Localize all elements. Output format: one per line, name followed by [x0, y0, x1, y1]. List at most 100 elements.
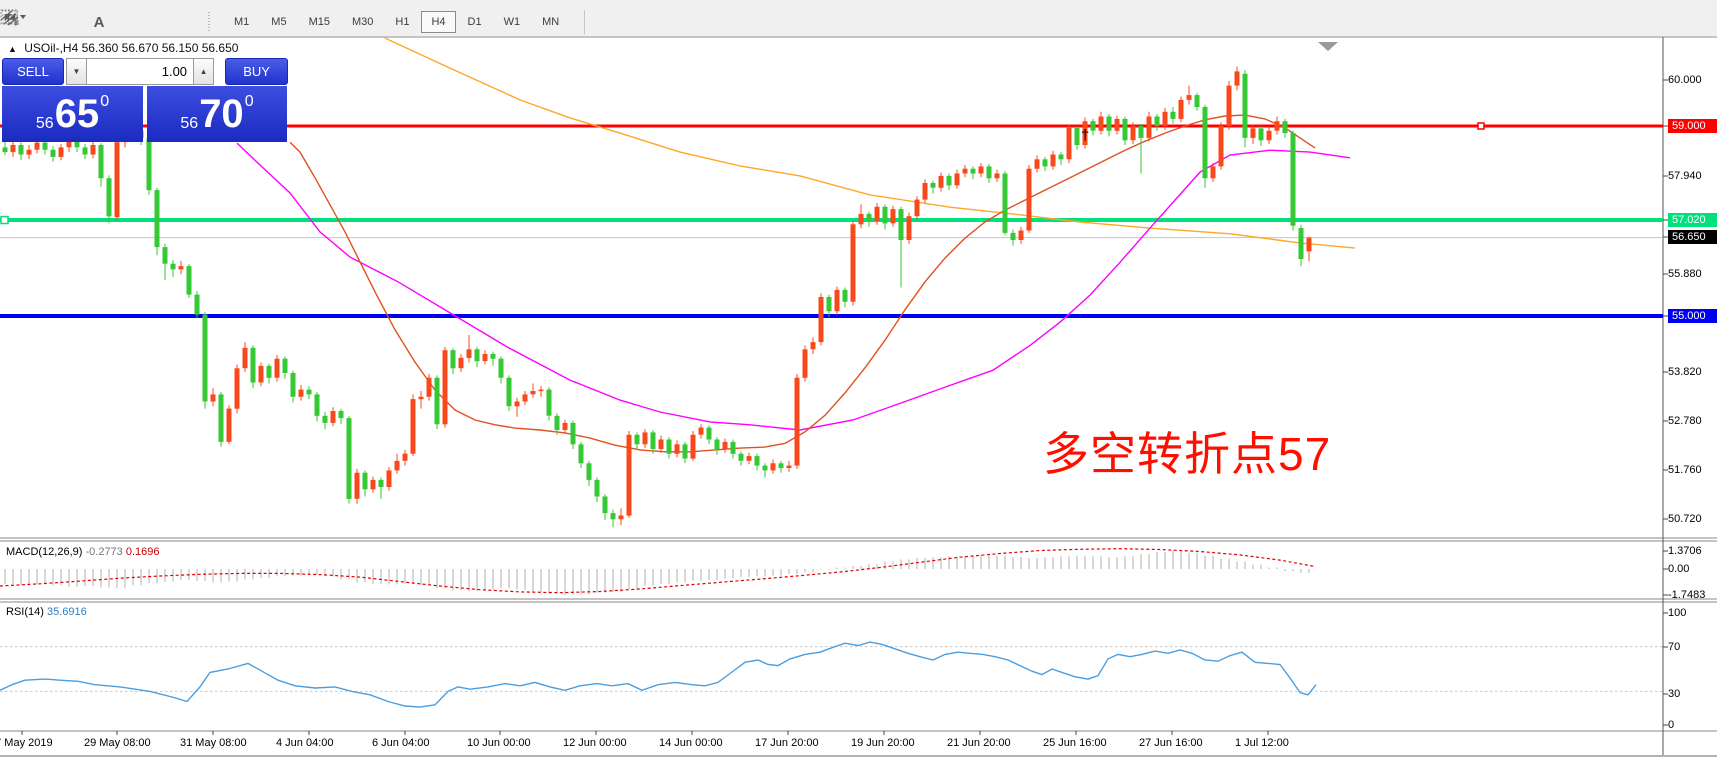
candle: [722, 441, 728, 449]
candle: [618, 515, 624, 520]
one-click-trading-panel: SELL ▼ ▲ BUY 56 65 0 56 70 0: [2, 58, 288, 142]
text-label-icon[interactable]: T: [0, 9, 152, 33]
volume-input[interactable]: [87, 58, 194, 85]
quote-bar: ▲ USOil-,H4 56.360 56.670 56.150 56.650: [8, 41, 238, 55]
candle: [378, 479, 384, 487]
candle: [674, 444, 680, 454]
collapse-arrow-icon[interactable]: ▲: [8, 44, 17, 54]
candle: [250, 347, 256, 383]
candle: [218, 394, 224, 442]
candle: [834, 289, 840, 312]
candle: [442, 350, 448, 425]
candle: [1250, 128, 1256, 138]
macd-signal-line: [0, 548, 1316, 594]
timeframe-button-m5[interactable]: M5: [271, 16, 287, 28]
timeframe-button-m1[interactable]: M1: [234, 16, 250, 28]
candle: [346, 418, 352, 499]
volume-increase-button[interactable]: ▲: [193, 58, 215, 85]
candle: [482, 354, 488, 362]
ma-fast-red: [289, 114, 1316, 453]
macd-signal-value: 0.1696: [125, 546, 160, 558]
sell-price-display[interactable]: 56 65 0: [2, 86, 143, 142]
candle: [146, 137, 152, 191]
candle: [98, 145, 104, 179]
candle: [1050, 154, 1056, 167]
volume-decrease-button[interactable]: ▼: [65, 58, 88, 85]
candle: [474, 349, 480, 362]
candle: [850, 224, 856, 302]
candle: [1010, 232, 1016, 240]
candle: [962, 168, 968, 174]
candle: [810, 342, 816, 350]
sell-price-sup: 0: [100, 93, 110, 110]
rsi-value: 35.6916: [46, 606, 87, 618]
buy-button[interactable]: BUY: [225, 58, 288, 85]
toolbar-grip[interactable]: [208, 12, 213, 32]
timeframe-button-h1[interactable]: H1: [395, 16, 410, 28]
candle: [530, 391, 536, 395]
candle: [42, 142, 48, 150]
candle: [970, 168, 976, 174]
axis-price-label-57.940: 57.940: [1668, 170, 1702, 182]
candle: [594, 479, 600, 497]
axis-time-label: 4 Jun 04:00: [276, 737, 334, 749]
candle: [450, 350, 456, 369]
candle: [498, 358, 504, 378]
symbol-period-label: USOil-,H4: [24, 41, 79, 55]
candle: [906, 216, 912, 240]
candle: [610, 513, 616, 520]
candle: [162, 247, 168, 264]
arrange-arrows-icon[interactable]: [4, 11, 192, 33]
candle: [922, 183, 928, 200]
candle: [1162, 111, 1168, 126]
buy-price-display[interactable]: 56 70 0: [147, 86, 287, 142]
candle: [50, 149, 56, 157]
candle: [650, 432, 656, 449]
rsi-name: RSI(14): [6, 606, 44, 618]
timeframe-button-m15[interactable]: M15: [308, 16, 330, 28]
scroll-to-end-icon[interactable]: [1318, 42, 1338, 51]
candle: [1210, 166, 1216, 179]
sell-button[interactable]: SELL: [2, 58, 64, 85]
dagger-marker[interactable]: †: [1081, 127, 1090, 144]
candle: [754, 456, 760, 466]
candle: [1034, 159, 1040, 169]
candle: [1082, 121, 1088, 145]
candle: [546, 389, 552, 416]
rsi-line: [0, 641, 1317, 708]
candle: [1290, 133, 1296, 226]
axis-time-label: 27 Jun 16:00: [1139, 737, 1203, 749]
candle: [362, 472, 368, 490]
candle: [234, 368, 240, 409]
ma-slow-gold: [384, 37, 1356, 249]
candle: [514, 401, 520, 407]
candle: [74, 140, 80, 148]
candle: [58, 147, 64, 157]
candle: [802, 349, 808, 378]
candle: [538, 389, 544, 392]
candle: [946, 175, 952, 186]
timeframe-button-m30[interactable]: M30: [351, 16, 374, 28]
candle: [914, 199, 920, 217]
candle: [1122, 118, 1128, 141]
axis-price-label-52.780: 52.780: [1668, 415, 1702, 427]
candle: [282, 358, 288, 373]
timeframe-button-h4[interactable]: H4: [421, 11, 456, 33]
timeframe-button-d1[interactable]: D1: [467, 16, 482, 28]
candle: [18, 145, 24, 155]
candle: [682, 444, 688, 459]
axis-time-label: 29 May 08:00: [84, 737, 151, 749]
timeframe-button-mn[interactable]: MN: [542, 16, 560, 28]
timeframe-button-w1[interactable]: W1: [503, 16, 521, 28]
axis-time-label: 6 Jun 04:00: [372, 737, 430, 749]
candle: [1066, 127, 1072, 160]
candle: [634, 434, 640, 445]
buy-price-prefix: 56: [180, 115, 199, 132]
candle: [290, 373, 296, 397]
axis-price-label-51.760: 51.760: [1668, 464, 1702, 476]
text-icon[interactable]: A: [93, 13, 105, 31]
candle: [714, 439, 720, 449]
ma-slow-magenta: [236, 142, 1351, 431]
axis-time-label: 17 Jun 20:00: [755, 737, 819, 749]
